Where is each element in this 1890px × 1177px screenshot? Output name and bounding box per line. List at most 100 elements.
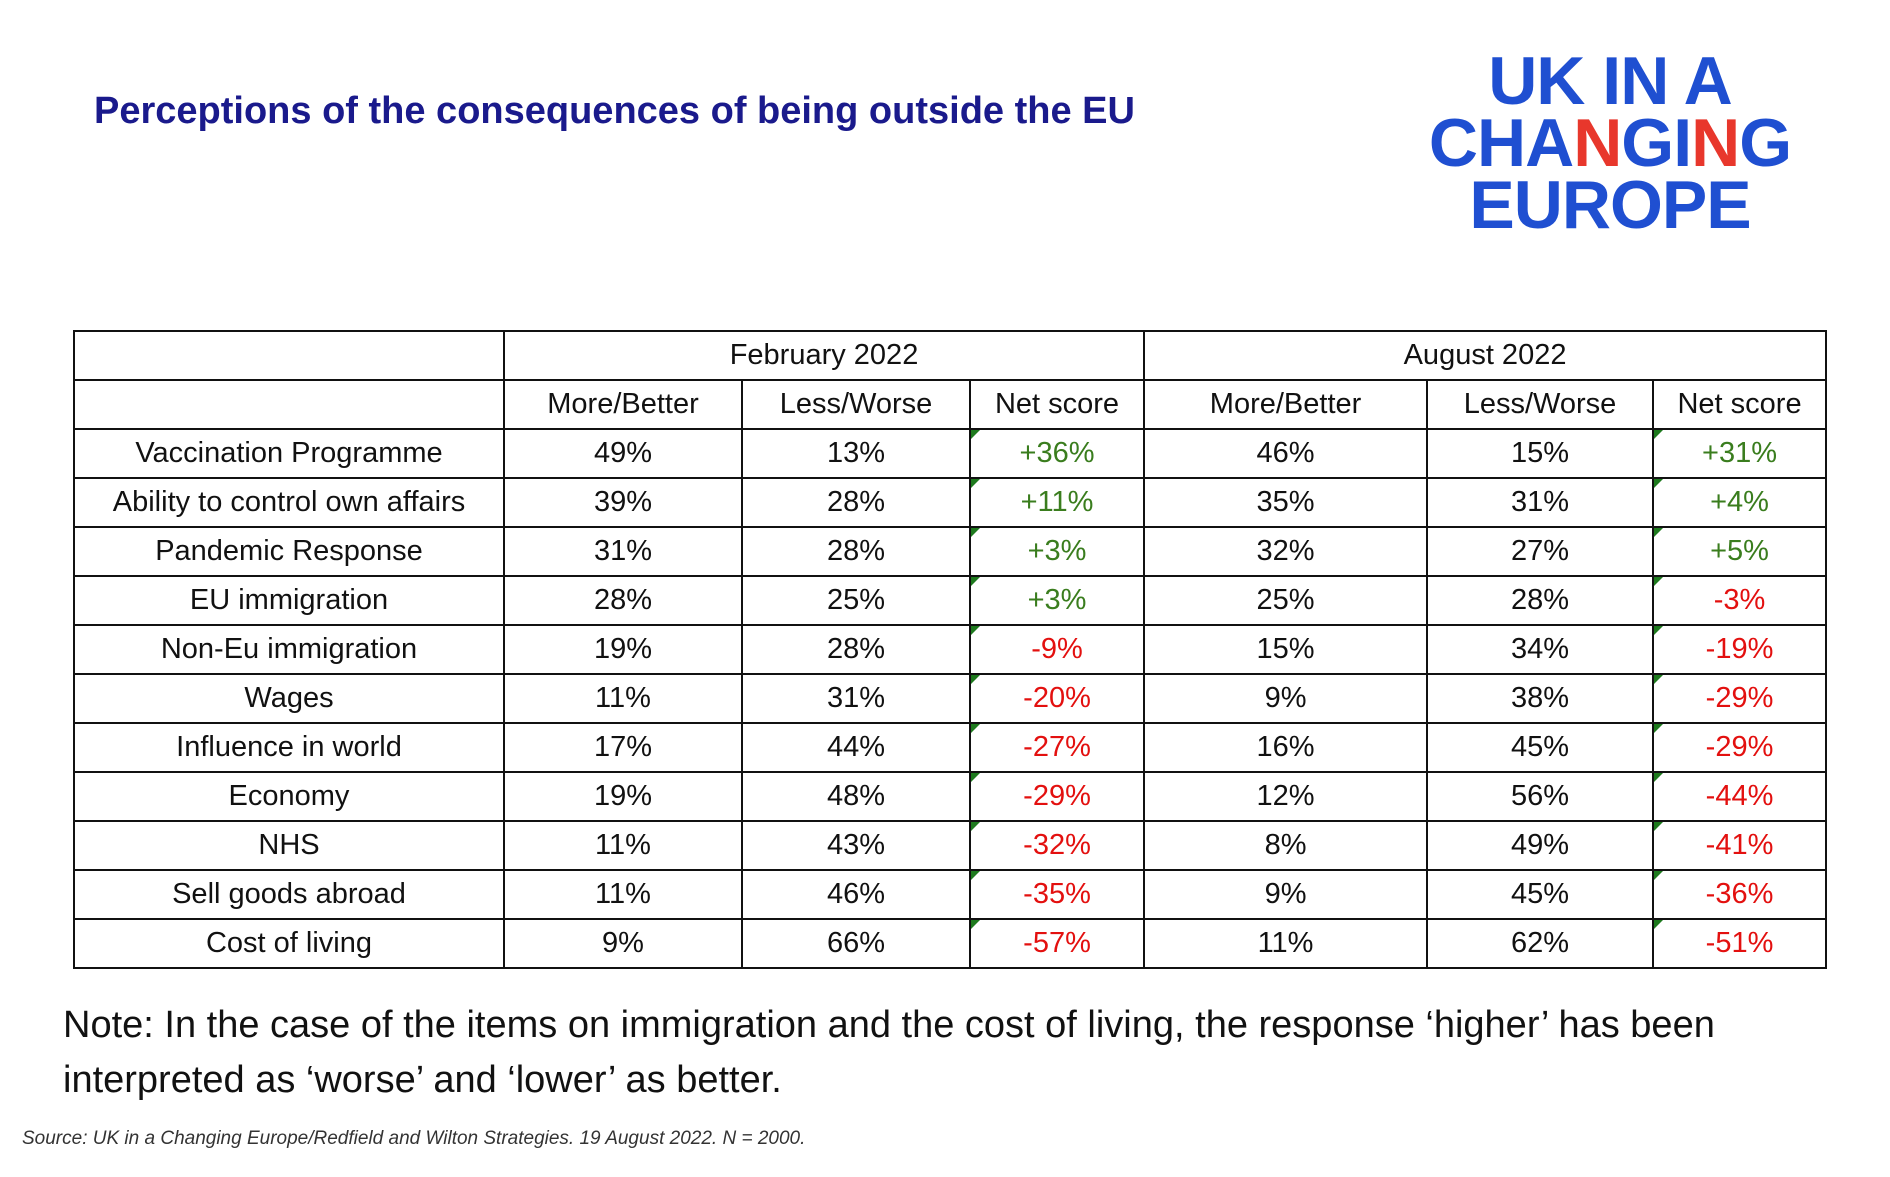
value-cell: 32% <box>1143 526 1429 577</box>
value-cell: 34% <box>1426 624 1655 675</box>
value-cell: 46% <box>741 869 971 920</box>
value-cell: 38% <box>1426 673 1655 724</box>
value-cell: 49% <box>503 428 743 479</box>
value-cell: 17% <box>503 722 743 773</box>
data-row: Pandemic Response 31% 28% +3% 32% 27% +5% <box>73 526 1828 577</box>
value-cell: 39% <box>503 477 743 528</box>
value-cell: 28% <box>1426 575 1655 626</box>
column-header: More/Better <box>503 379 743 430</box>
value-cell: 45% <box>1426 722 1655 773</box>
row-label: Wages <box>73 673 505 724</box>
group-header: August 2022 <box>1143 330 1828 381</box>
value-cell: 35% <box>1143 477 1429 528</box>
group-header: February 2022 <box>502 330 1146 381</box>
net-score-cell: -3% <box>1652 575 1828 626</box>
net-score-cell: -32% <box>968 820 1146 871</box>
value-cell: 19% <box>503 624 743 675</box>
net-score-cell: -29% <box>968 771 1146 822</box>
logo-line: UK IN A <box>1488 43 1733 119</box>
net-score-cell: -9% <box>968 624 1146 675</box>
net-score-cell: -44% <box>1652 771 1828 822</box>
net-score-cell: +3% <box>968 575 1146 626</box>
value-cell: 11% <box>503 673 743 724</box>
value-cell: 15% <box>1426 428 1655 479</box>
value-cell: 11% <box>503 869 743 920</box>
value-cell: 28% <box>741 624 971 675</box>
value-cell: 9% <box>1143 673 1429 724</box>
value-cell: 25% <box>741 575 971 626</box>
net-score-cell: +4% <box>1652 477 1828 528</box>
data-row: Sell goods abroad 11% 46% -35% 9% 45% -36% <box>73 869 1828 920</box>
corner-cell <box>73 379 505 430</box>
row-label: Ability to control own affairs <box>73 477 505 528</box>
note: Note: In the case of the items on immigr… <box>63 1004 1715 1101</box>
value-cell: 28% <box>741 477 971 528</box>
net-score-cell: -20% <box>968 673 1146 724</box>
row-label: NHS <box>73 820 505 871</box>
value-cell: 43% <box>741 820 971 871</box>
value-cell: 28% <box>741 526 971 577</box>
data-row: Economy 19% 48% -29% 12% 56% -44% <box>73 771 1828 822</box>
logo-line: EUROPE <box>1469 167 1751 243</box>
row-label: Pandemic Response <box>73 526 505 577</box>
logo: UK IN A CHANGING EUROPE <box>1405 43 1815 243</box>
value-cell: 31% <box>741 673 971 724</box>
value-cell: 8% <box>1143 820 1429 871</box>
value-cell: 9% <box>503 918 743 969</box>
data-row: Vaccination Programme 49% 13% +36% 46% 15% +31… <box>73 428 1828 479</box>
net-score-cell: -36% <box>1652 869 1828 920</box>
data-row: EU immigration 28% 25% +3% 25% 28% -3% <box>73 575 1828 626</box>
net-score-cell: +3% <box>968 526 1146 577</box>
column-header: Net score <box>968 379 1146 430</box>
value-cell: 9% <box>1143 869 1429 920</box>
row-label: Influence in world <box>73 722 505 773</box>
data-row: Ability to control own affairs 39% 28% +11%… <box>73 477 1828 528</box>
net-score-cell: +5% <box>1652 526 1828 577</box>
results-table: February 2022 August 2022 More/Better Less/… <box>73 330 1828 969</box>
value-cell: 44% <box>741 722 971 773</box>
column-header: Net score <box>1652 379 1828 430</box>
value-cell: 62% <box>1426 918 1655 969</box>
value-cell: 49% <box>1426 820 1655 871</box>
row-label: Vaccination Programme <box>73 428 505 479</box>
value-cell: 27% <box>1426 526 1655 577</box>
value-cell: 31% <box>1426 477 1655 528</box>
net-score-cell: -29% <box>1652 722 1828 773</box>
value-cell: 45% <box>1426 869 1655 920</box>
data-row: Cost of living 9% 66% -57% 11% 62% -51% <box>73 918 1828 969</box>
header-row: More/Better Less/Worse Net score More/Bette… <box>73 379 1828 430</box>
title: Perceptions of the consequences of being… <box>94 90 1135 132</box>
row-label: Non-Eu immigration <box>73 624 505 675</box>
net-score-cell: -27% <box>968 722 1146 773</box>
value-cell: 11% <box>1143 918 1429 969</box>
row-label: Economy <box>73 771 505 822</box>
net-score-cell: +11% <box>968 477 1146 528</box>
net-score-cell: -35% <box>968 869 1146 920</box>
row-label: EU immigration <box>73 575 505 626</box>
value-cell: 28% <box>503 575 743 626</box>
value-cell: 25% <box>1143 575 1429 626</box>
value-cell: 16% <box>1143 722 1429 773</box>
value-cell: 31% <box>503 526 743 577</box>
source: Source: UK in a Changing Europe/Redfield… <box>22 1128 806 1149</box>
net-score-cell: -51% <box>1652 918 1828 969</box>
value-cell: 11% <box>503 820 743 871</box>
logo-line: CHANGING <box>1428 105 1792 181</box>
net-score-cell: -57% <box>968 918 1146 969</box>
data-row: Wages 11% 31% -20% 9% 38% -29% <box>73 673 1828 724</box>
column-header: Less/Worse <box>741 379 971 430</box>
corner-cell <box>73 330 505 381</box>
net-score-cell: -41% <box>1652 820 1828 871</box>
data-row: NHS 11% 43% -32% 8% 49% -41% <box>73 820 1828 871</box>
net-score-cell: -19% <box>1652 624 1828 675</box>
column-header: Less/Worse <box>1426 379 1655 430</box>
row-label: Sell goods abroad <box>73 869 505 920</box>
net-score-cell: +31% <box>1652 428 1828 479</box>
net-score-cell: +36% <box>968 428 1146 479</box>
data-row: Influence in world 17% 44% -27% 16% 45% -29% <box>73 722 1828 773</box>
value-cell: 46% <box>1143 428 1429 479</box>
value-cell: 19% <box>503 771 743 822</box>
value-cell: 15% <box>1143 624 1429 675</box>
data-row: Non-Eu immigration 19% 28% -9% 15% 34% -19% <box>73 624 1828 675</box>
